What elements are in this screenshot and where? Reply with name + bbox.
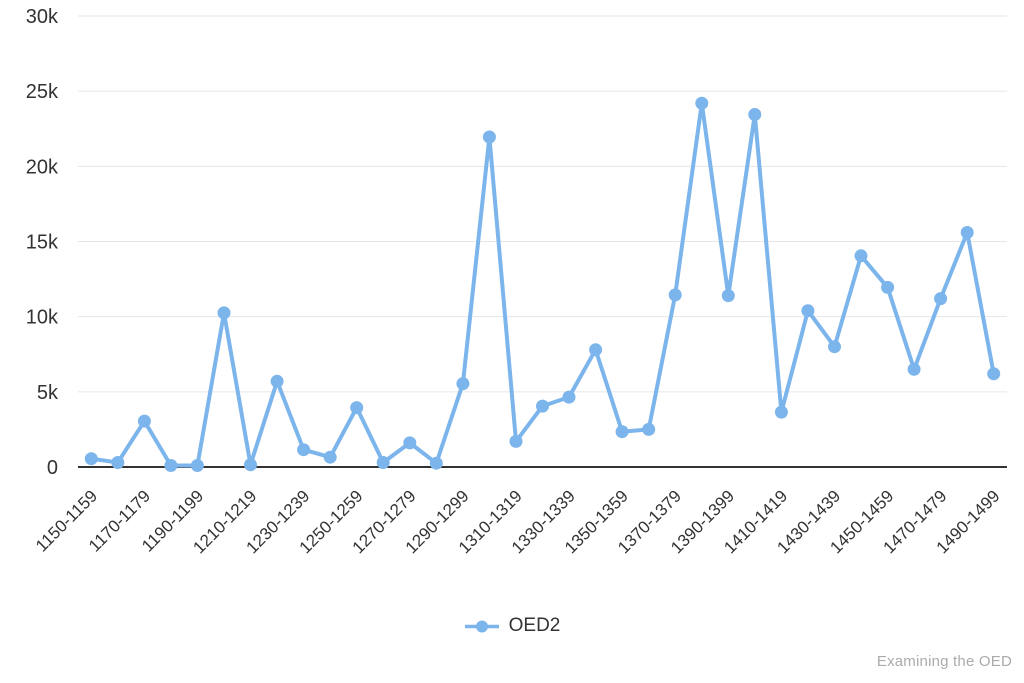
data-point-marker[interactable] [376, 456, 390, 469]
data-point-marker[interactable] [111, 456, 125, 469]
data-point-marker[interactable] [854, 249, 868, 263]
data-point-marker[interactable] [907, 362, 921, 376]
data-point-marker[interactable] [217, 306, 231, 320]
data-point-marker[interactable] [668, 288, 682, 302]
data-point-marker[interactable] [350, 401, 364, 415]
y-tick-label: 5k [37, 382, 59, 404]
data-point-marker[interactable] [164, 459, 178, 472]
data-point-marker[interactable] [881, 280, 895, 294]
legend-series-label: OED2 [508, 615, 561, 636]
y-tick-label: 30k [26, 6, 59, 28]
watermark-credit: Examining the OED [876, 653, 1012, 670]
data-point-marker[interactable] [721, 289, 735, 303]
data-point-marker[interactable] [456, 377, 470, 391]
legend[interactable]: OED2 [0, 615, 1024, 637]
data-point-marker[interactable] [137, 414, 151, 428]
data-point-marker[interactable] [774, 405, 788, 419]
y-tick-label: 10k [26, 307, 59, 329]
data-point-marker[interactable] [270, 374, 284, 388]
legend-line-marker-icon [464, 620, 499, 632]
data-point-marker[interactable] [509, 434, 523, 448]
y-tick-label: 20k [26, 156, 59, 178]
data-point-marker[interactable] [987, 367, 1001, 381]
y-tick-label: 25k [26, 81, 59, 103]
data-point-marker[interactable] [429, 456, 443, 470]
data-point-marker[interactable] [297, 443, 311, 457]
data-point-marker[interactable] [190, 459, 204, 472]
data-point-marker[interactable] [323, 450, 337, 464]
data-point-marker[interactable] [828, 340, 841, 354]
data-point-marker[interactable] [615, 425, 629, 439]
data-point-marker[interactable] [84, 452, 98, 466]
data-point-marker[interactable] [562, 390, 576, 404]
data-point-marker[interactable] [642, 422, 656, 436]
data-point-marker[interactable] [589, 343, 603, 357]
data-point-marker[interactable] [695, 96, 709, 110]
data-point-marker[interactable] [801, 304, 815, 318]
data-point-marker[interactable] [960, 226, 974, 239]
data-point-marker[interactable] [934, 292, 948, 306]
data-point-marker[interactable] [482, 130, 496, 144]
data-point-marker[interactable] [244, 458, 257, 472]
y-tick-label: 15k [26, 232, 59, 254]
data-point-marker[interactable] [536, 399, 549, 413]
data-point-marker[interactable] [748, 108, 762, 121]
data-point-marker[interactable] [403, 436, 417, 450]
y-tick-label: 0 [47, 457, 58, 479]
